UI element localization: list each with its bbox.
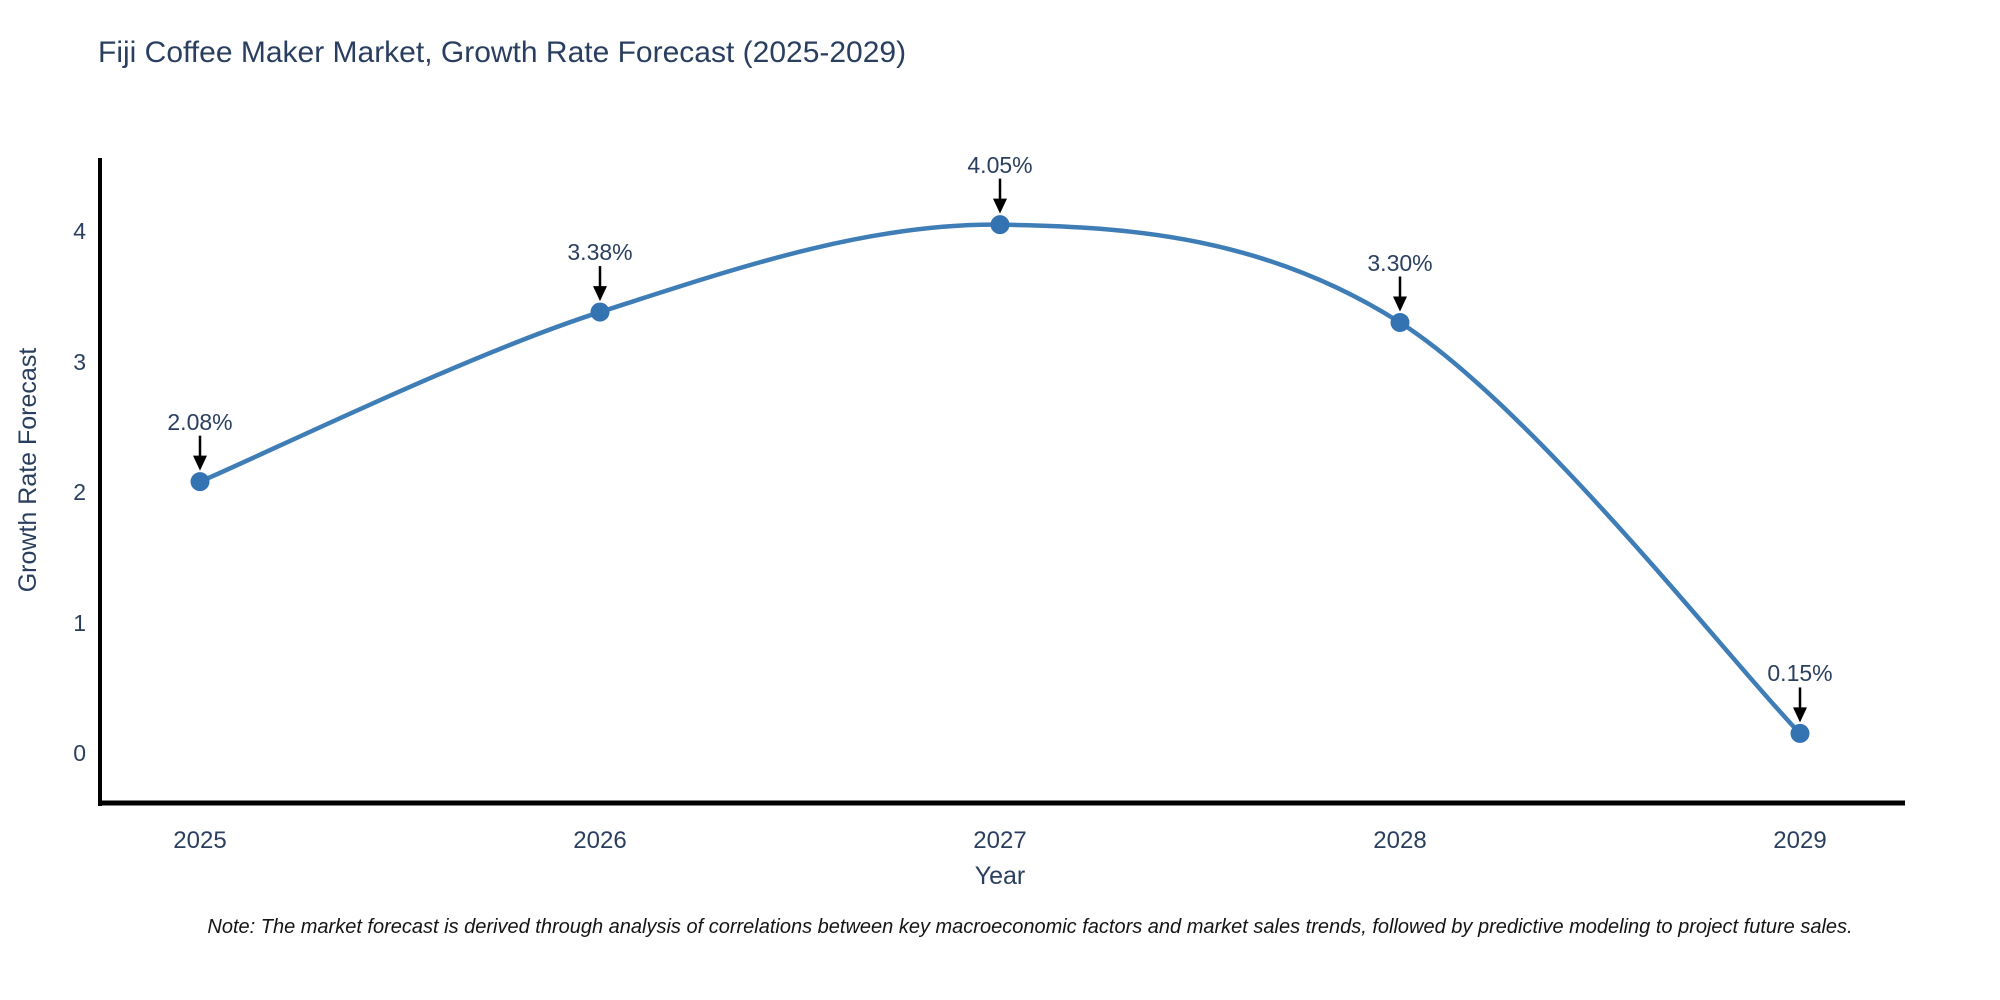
trend-line: [197, 222, 1803, 736]
x-tick-label-2026: 2026: [573, 827, 627, 854]
data-point-marker-2029[interactable]: [1790, 723, 1810, 743]
y-axis-title: Growth Rate Forecast: [14, 347, 42, 593]
point-value-label: 0.15%: [1767, 660, 1833, 687]
x-tick-label-2027: 2027: [973, 827, 1027, 854]
point-value-label: 3.30%: [1367, 249, 1433, 276]
y-tick-label-1: 1: [73, 609, 86, 636]
annotation-arrow-head: [193, 455, 207, 471]
data-point-marker-2027[interactable]: [990, 215, 1010, 235]
annotation-arrow-head: [1393, 296, 1407, 312]
annotation-arrow-head: [1793, 707, 1807, 723]
x-axis-title: Year: [974, 862, 1026, 890]
y-tick-label-3: 3: [73, 348, 86, 375]
point-value-label: 4.05%: [967, 151, 1033, 178]
y-tick-label-0: 0: [73, 740, 86, 766]
x-tick-label-2029: 2029: [1773, 827, 1827, 854]
y-tick-label-2: 2: [73, 479, 86, 506]
data-point-marker-2028[interactable]: [1390, 313, 1410, 333]
data-point-marker-2025[interactable]: [190, 472, 210, 492]
y-tick-label-4: 4: [73, 218, 86, 245]
annotation-arrow-head: [993, 198, 1007, 214]
data-point-marker-2026[interactable]: [590, 302, 610, 322]
annotation-arrow-head: [593, 286, 607, 302]
chart-title: Fiji Coffee Maker Market, Growth Rate Fo…: [98, 36, 907, 69]
chart-note: Note: The market forecast is derived thr…: [207, 916, 1853, 938]
x-tick-label-2028: 2028: [1373, 827, 1427, 854]
point-value-label: 3.38%: [567, 239, 633, 266]
x-tick-label-2025: 2025: [173, 827, 227, 854]
point-value-label: 2.08%: [167, 408, 233, 435]
